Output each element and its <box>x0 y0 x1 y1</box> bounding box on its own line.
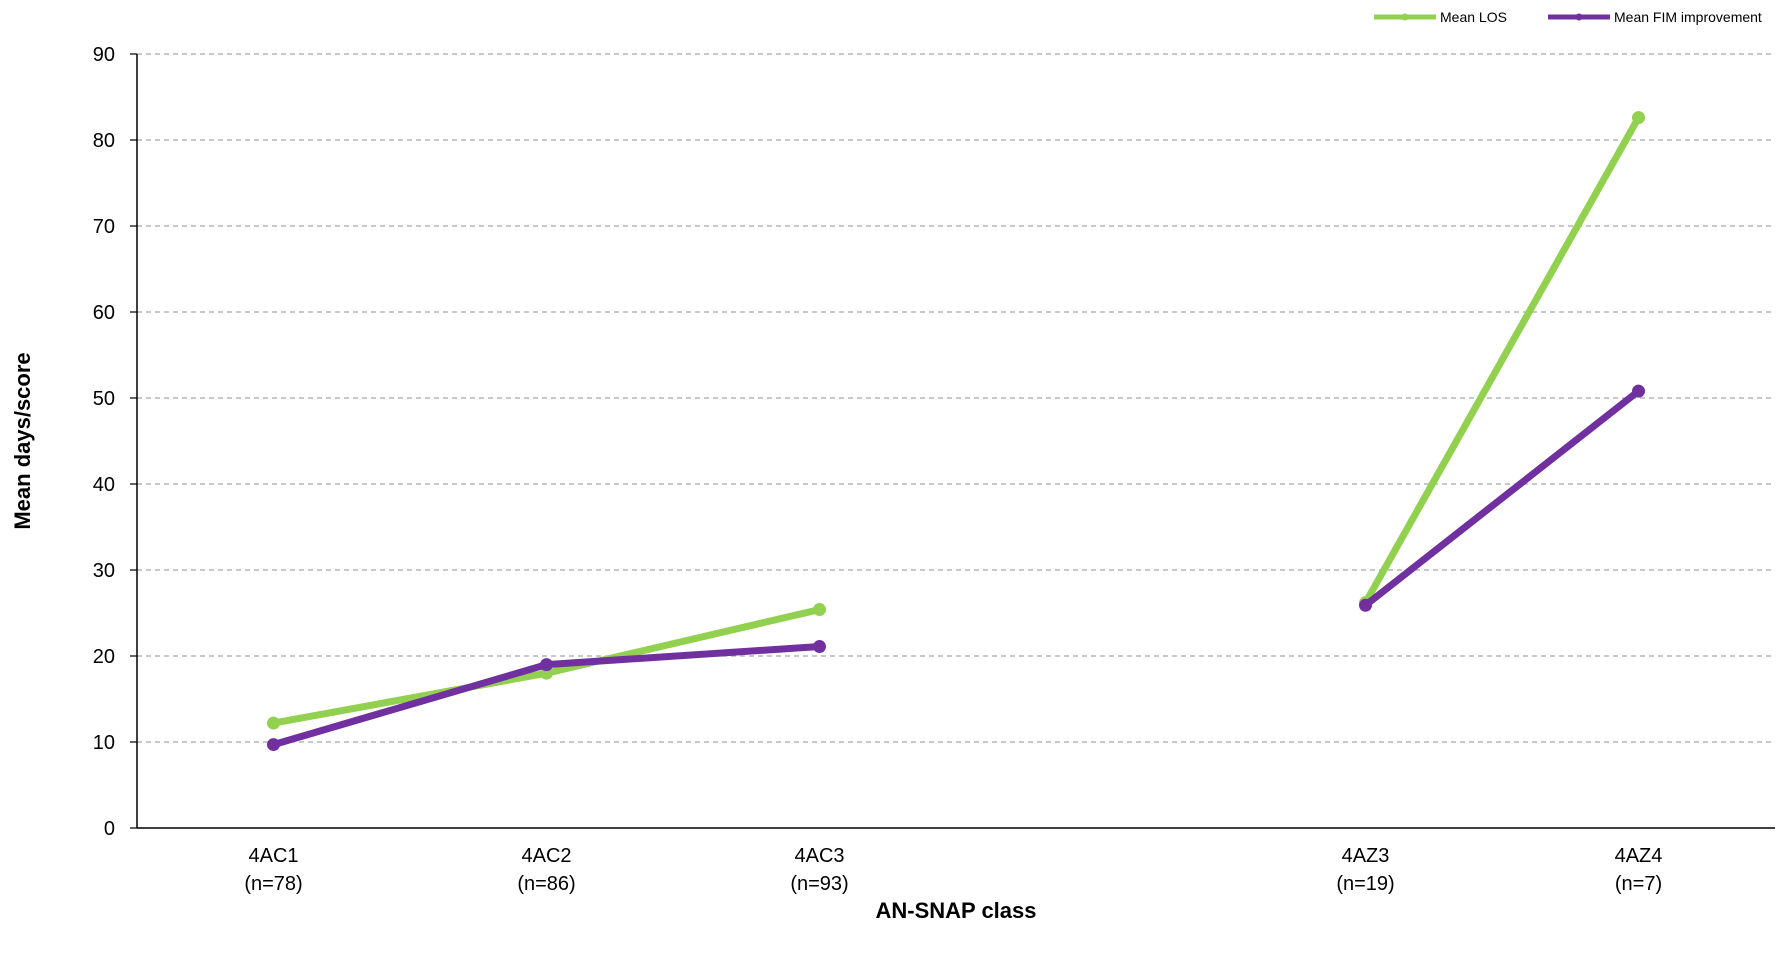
x-tick-sublabel: (n=7) <box>1615 873 1662 895</box>
series-line <box>1362 114 1642 607</box>
x-tick-label: 4AZ3 <box>1342 845 1390 867</box>
y-tick-label: 10 <box>93 732 115 754</box>
y-tick-labels: 0 10 20 30 40 50 60 70 80 90 <box>93 44 137 840</box>
y-tick-label: 90 <box>93 44 115 66</box>
data-point <box>1359 598 1372 612</box>
y-tick-label: 0 <box>104 818 115 840</box>
y-tick-label: 70 <box>93 216 115 238</box>
x-tick-label: 4AC3 <box>794 845 844 867</box>
series-lines <box>267 111 1645 752</box>
y-tick-label: 30 <box>93 560 115 582</box>
legend-label: Mean LOS <box>1440 9 1507 25</box>
data-point <box>267 716 280 730</box>
x-tick-sublabel: (n=78) <box>244 873 302 895</box>
y-tick-label: 20 <box>93 646 115 668</box>
series-mean-fim-improvement <box>267 384 1645 752</box>
data-point <box>267 738 280 752</box>
x-tick-label: 4AZ4 <box>1615 845 1663 867</box>
legend-item: Mean FIM improvement <box>1548 9 1762 25</box>
data-point <box>1632 111 1645 125</box>
series-line <box>1362 387 1642 609</box>
y-tick-label: 60 <box>93 302 115 324</box>
x-tick-labels: 4AC1 (n=78) 4AC2 (n=86) 4AC3 (n=93) 4AZ3 (n=19)… <box>244 845 1662 895</box>
y-tick-label: 80 <box>93 130 115 152</box>
data-point <box>540 658 553 672</box>
legend-label: Mean FIM improvement <box>1614 9 1762 25</box>
data-point <box>1632 384 1645 398</box>
legend-swatch-marker <box>1401 13 1409 21</box>
x-axis-title: AN-SNAP class <box>876 898 1037 923</box>
y-axis-title: Mean days/score <box>10 352 35 529</box>
legend-swatch-marker <box>1575 13 1583 21</box>
x-tick-sublabel: (n=19) <box>1336 873 1394 895</box>
data-point <box>813 640 826 654</box>
x-tick-sublabel: (n=93) <box>790 873 848 895</box>
y-tick-label: 50 <box>93 388 115 410</box>
x-tick-label: 4AC2 <box>521 845 571 867</box>
x-tick-label: 4AC1 <box>248 845 298 867</box>
y-tick-label: 40 <box>93 474 115 496</box>
axes <box>136 54 1775 829</box>
legend: Mean LOS Mean FIM improvement <box>1374 9 1762 25</box>
x-tick-sublabel: (n=86) <box>517 873 575 895</box>
data-point <box>813 603 826 617</box>
legend-item: Mean LOS <box>1374 9 1507 25</box>
series-mean-los <box>267 111 1645 730</box>
gridlines <box>137 53 1775 743</box>
